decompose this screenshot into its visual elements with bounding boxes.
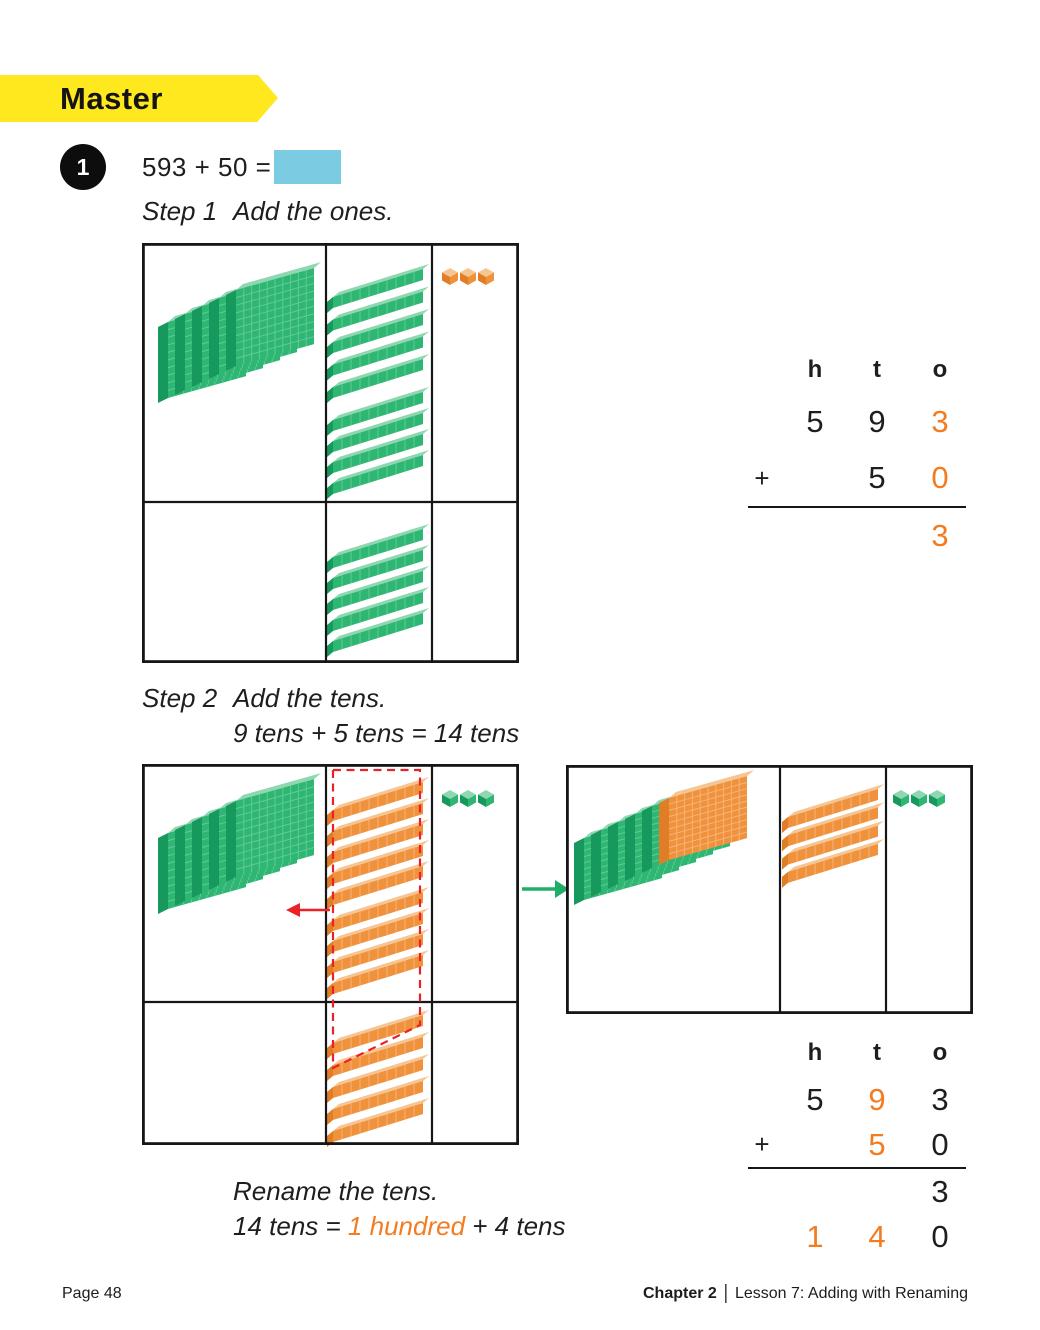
- pv1-addend2-o: 0: [931, 460, 949, 495]
- pv1-sum-o: 3: [931, 518, 949, 553]
- pv2-addend2-o: 0: [931, 1126, 949, 1162]
- pv1-addend2-t: 5: [868, 460, 886, 495]
- pv2-addend2-t: 5: [868, 1126, 886, 1162]
- transform-arrow-icon: [522, 880, 569, 898]
- rename-equation-prefix: 14 tens =: [233, 1211, 348, 1241]
- pv1-addend1-t: 9: [868, 404, 886, 439]
- step1-block-diagram: [141, 242, 520, 664]
- pv2-tens-sum-row: 1 4 0: [740, 1214, 972, 1259]
- master-banner: [0, 75, 258, 122]
- master-banner-label: Master: [60, 81, 163, 116]
- pv2-addend1-h: 5: [806, 1081, 824, 1117]
- pv1-header-o: o: [932, 356, 948, 383]
- pv1-sum-rule: [748, 506, 966, 508]
- pv1-sum-row: 3: [740, 508, 972, 564]
- rename-equation-highlight: 1 hundred: [347, 1211, 466, 1241]
- pv2-sum-t: 4: [868, 1218, 886, 1254]
- step2-before-diagram: [141, 763, 520, 1147]
- footer-page-number: Page 48: [62, 1285, 122, 1302]
- rename-equation: 14 tens = 1 hundred + 4 tens: [233, 1211, 566, 1242]
- pv2-sum-ones-digit: 0: [931, 1218, 949, 1254]
- pv1-header-t: t: [873, 356, 881, 383]
- step1-label: Step 1: [142, 196, 218, 226]
- footer-chapter: Chapter 2: [643, 1285, 717, 1302]
- master-banner-arrow-tip: [258, 75, 278, 121]
- pv2-ones-sum-row: 3: [740, 1169, 972, 1214]
- place-value-chart-1: h t o 5 9 3 + 5 0 3: [740, 346, 972, 564]
- footer-lesson: Lesson 7: Adding with Renaming: [734, 1285, 968, 1302]
- footer-chapter-lesson: Chapter 2 | Lesson 7: Adding with Renaming: [643, 1282, 968, 1304]
- pv2-sum-h: 1: [806, 1218, 824, 1254]
- step2-after-diagram: [565, 764, 974, 1014]
- pv2-header-h: h: [807, 1039, 823, 1066]
- pv1-addend1-row: 5 9 3: [740, 394, 972, 450]
- pv1-addend1-h: 5: [806, 404, 824, 439]
- pv2-sum-rule: [748, 1167, 966, 1169]
- pv1-addend2-row: + 5 0: [740, 450, 972, 506]
- place-value-chart-2: h t o 5 9 3 + 5 0 3 1 4 0: [740, 1029, 972, 1259]
- step2-instruction: Add the tens.: [233, 683, 387, 713]
- problem-equation: 593 + 50 =: [142, 152, 272, 182]
- pv2-header-t: t: [873, 1039, 881, 1066]
- pv2-addend2-row: + 5 0: [740, 1122, 972, 1167]
- footer-separator: |: [723, 1282, 728, 1304]
- pv2-sum-o: 3: [931, 1173, 949, 1209]
- pv2-addend1-o: 3: [931, 1081, 949, 1117]
- step2-detail: 9 tens + 5 tens = 14 tens: [233, 718, 520, 748]
- pv2-plus-sign: +: [754, 1129, 770, 1159]
- step2-label: Step 2: [142, 683, 218, 713]
- pv2-header-o: o: [932, 1039, 948, 1066]
- answer-input-box[interactable]: [274, 150, 341, 184]
- pv1-addend1-o: 3: [931, 404, 949, 439]
- question-number-badge: 1: [60, 144, 106, 190]
- pv1-plus-sign: +: [754, 462, 770, 493]
- step1-instruction: Add the ones.: [233, 196, 394, 226]
- rename-title: Rename the tens.: [233, 1176, 439, 1206]
- pv2-addend1-t: 9: [868, 1081, 886, 1117]
- pv2-addend1-row: 5 9 3: [740, 1077, 972, 1122]
- pv1-header-h: h: [807, 356, 823, 383]
- pv1-header-row: h t o: [740, 346, 972, 394]
- pv2-header-row: h t o: [740, 1029, 972, 1077]
- rename-equation-suffix: + 4 tens: [465, 1211, 566, 1241]
